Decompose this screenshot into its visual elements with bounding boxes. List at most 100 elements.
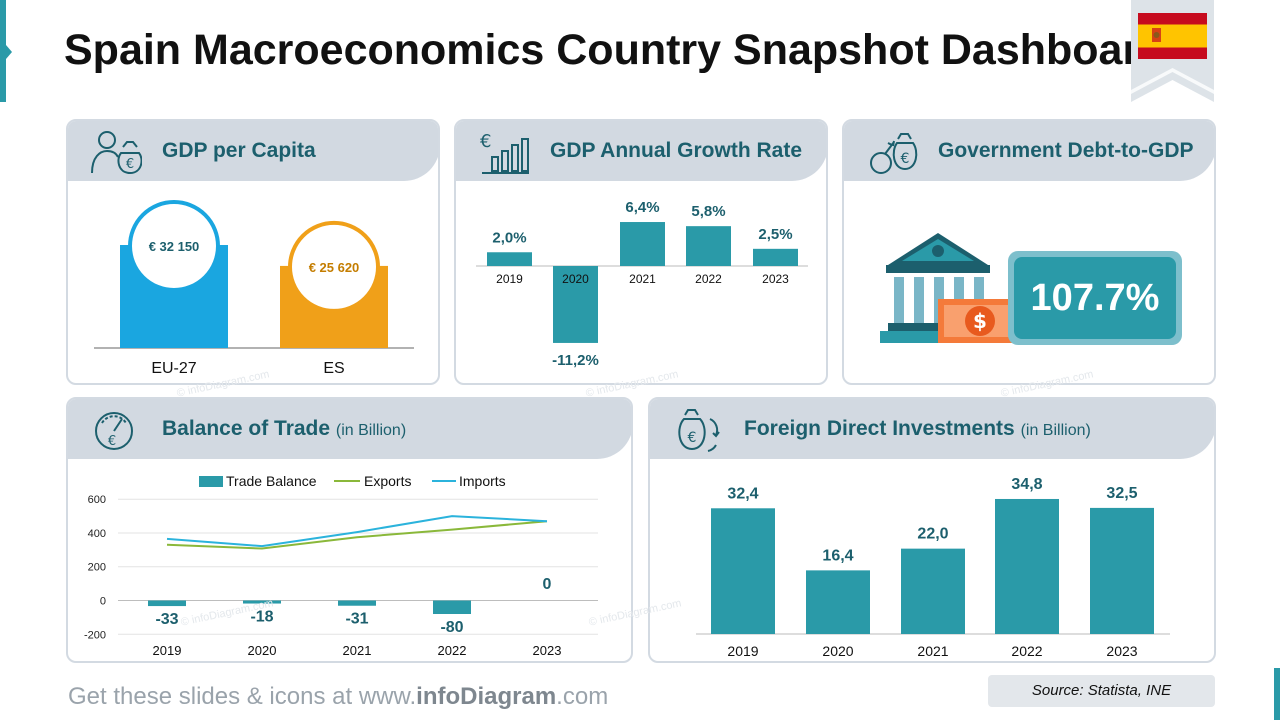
card-title: Government Debt-to-GDP <box>938 139 1194 162</box>
value-label: -80 <box>440 619 463 636</box>
card-title-unit: (in Billion) <box>335 422 407 439</box>
card-header <box>68 121 438 181</box>
category-label: 2020 <box>822 643 853 659</box>
gdp-per-capita-chart: € 32 150 EU-27 € 25 620 ES <box>94 200 414 377</box>
y-tick-label: 0 <box>100 596 106 608</box>
bar <box>433 600 471 615</box>
gauge-euro-icon: € <box>95 412 133 450</box>
legend-label: Exports <box>364 473 411 489</box>
svg-text:$: $ <box>973 309 987 333</box>
spain-flag-icon <box>1131 0 1214 102</box>
svg-text:€: € <box>688 430 697 446</box>
value-label: € 25 620 <box>309 260 360 275</box>
value-label: 22,0 <box>917 526 948 543</box>
footer-brand: infoDiagram <box>416 683 557 710</box>
debt-value-box: 107.7% <box>1008 251 1182 345</box>
footer-prefix: Get these slides & icons at www. <box>68 683 417 710</box>
page-title: Spain Macroeconomics Country Snapshot Da… <box>64 26 1166 74</box>
legend-swatch-trade-balance <box>199 476 223 487</box>
category-label: EU-27 <box>151 360 196 377</box>
category-label: 2021 <box>343 643 372 658</box>
card-title: GDP per Capita <box>162 139 316 162</box>
right-accent-bar <box>1274 668 1280 720</box>
y-tick-label: -200 <box>84 629 106 641</box>
bar <box>711 508 775 634</box>
card-header <box>844 121 1214 181</box>
bar <box>487 252 532 266</box>
category-label: 2023 <box>533 643 562 658</box>
money-bag-bomb-icon: € <box>870 133 918 174</box>
value-label: 5,8% <box>691 203 725 220</box>
bar <box>686 226 731 266</box>
value-label: -11,2% <box>552 352 599 369</box>
card-title: Balance of Trade (in Billion) <box>162 417 406 441</box>
category-label: ES <box>323 360 344 377</box>
balance-of-trade-chart: 600 400 200 0 -200 -33 2019 -18 2020 -31 2021 -80 20… <box>84 473 598 658</box>
category-label: 2023 <box>1106 643 1137 659</box>
bar <box>753 248 798 266</box>
value-circle <box>288 220 380 313</box>
category-label: 2019 <box>153 643 182 658</box>
left-accent-notch <box>0 38 12 66</box>
y-tick-label: 600 <box>88 494 106 506</box>
value-label: 16,4 <box>822 547 853 564</box>
category-label: 2019 <box>727 643 758 659</box>
card-title-main: Balance of Trade <box>162 417 331 440</box>
value-label: 2,5% <box>758 226 792 243</box>
money-bag-cycle-icon: € <box>678 409 720 452</box>
value-label: -31 <box>345 611 368 628</box>
euro-bar-chart-icon: € <box>480 131 529 174</box>
bar <box>620 222 665 266</box>
gdp-growth-chart: 2,0% 2019 -11,2% 2020 6,4% 2021 5,8% 2022 2,5% 20… <box>476 199 808 369</box>
gdp-per-capita-card: € GDP per Capita € 32 150 EU-27 € 25 620 ES <box>66 119 440 385</box>
bar <box>901 548 965 634</box>
bar <box>806 570 870 634</box>
legend-label: Imports <box>459 473 506 489</box>
category-label: 2023 <box>762 272 789 286</box>
value-label: 0 <box>543 576 552 593</box>
footer-link[interactable]: Get these slides & icons at www.infoDiag… <box>68 683 608 711</box>
value-label: 2,0% <box>492 229 526 246</box>
value-label: 32,4 <box>727 485 758 502</box>
value-label: -33 <box>155 611 178 628</box>
svg-text:€: € <box>901 151 910 167</box>
card-header <box>68 399 631 459</box>
svg-text:€: € <box>126 157 134 172</box>
fdi-card: € Foreign Direct Investments (in Billion… <box>648 397 1216 663</box>
card-title-unit: (in Billion) <box>1020 422 1091 439</box>
card-header <box>650 399 1214 459</box>
category-label: 2019 <box>496 272 523 286</box>
debt-value: 107.7% <box>1030 277 1160 319</box>
value-label: 6,4% <box>625 199 659 216</box>
y-tick-label: 400 <box>88 528 106 540</box>
bar <box>338 600 376 606</box>
y-tick-label: 200 <box>88 562 106 574</box>
legend-label: Trade Balance <box>226 473 317 489</box>
imports-line <box>166 515 548 548</box>
value-circle <box>128 200 220 292</box>
government-debt-card: € Government Debt-to-GDP $ 107.7% <box>842 119 1216 385</box>
card-title-main: Foreign Direct Investments <box>744 417 1015 440</box>
person-money-bag-icon: € <box>91 131 142 175</box>
bar <box>243 600 281 604</box>
category-label: 2022 <box>1011 643 1042 659</box>
category-label: 2020 <box>562 272 589 286</box>
bar <box>1090 507 1154 634</box>
balance-of-trade-card: € Balance of Trade (in Billion) 600 400 20… <box>66 397 633 663</box>
bar <box>995 498 1059 634</box>
card-title: Foreign Direct Investments (in Billion) <box>744 417 1091 441</box>
value-label: € 32 150 <box>149 239 200 254</box>
category-label: 2022 <box>438 643 467 658</box>
bar <box>553 266 598 343</box>
fdi-chart: 32,4 2019 16,4 2020 22,0 2021 34,8 2022 32,5 2023 <box>696 476 1170 659</box>
source-note: Source: Statista, INE <box>988 675 1215 707</box>
category-label: 2020 <box>248 643 277 658</box>
category-label: 2021 <box>629 272 656 286</box>
category-label: 2021 <box>917 643 948 659</box>
gdp-growth-card: € GDP Annual Growth Rate 2,0% 2019 -11,2% 2… <box>454 119 828 385</box>
debt-value-inner: 107.7% <box>1014 257 1176 339</box>
category-label: 2022 <box>695 272 722 286</box>
exports-line <box>166 520 548 550</box>
value-label: 34,8 <box>1011 476 1042 493</box>
value-label: 32,5 <box>1106 485 1137 502</box>
